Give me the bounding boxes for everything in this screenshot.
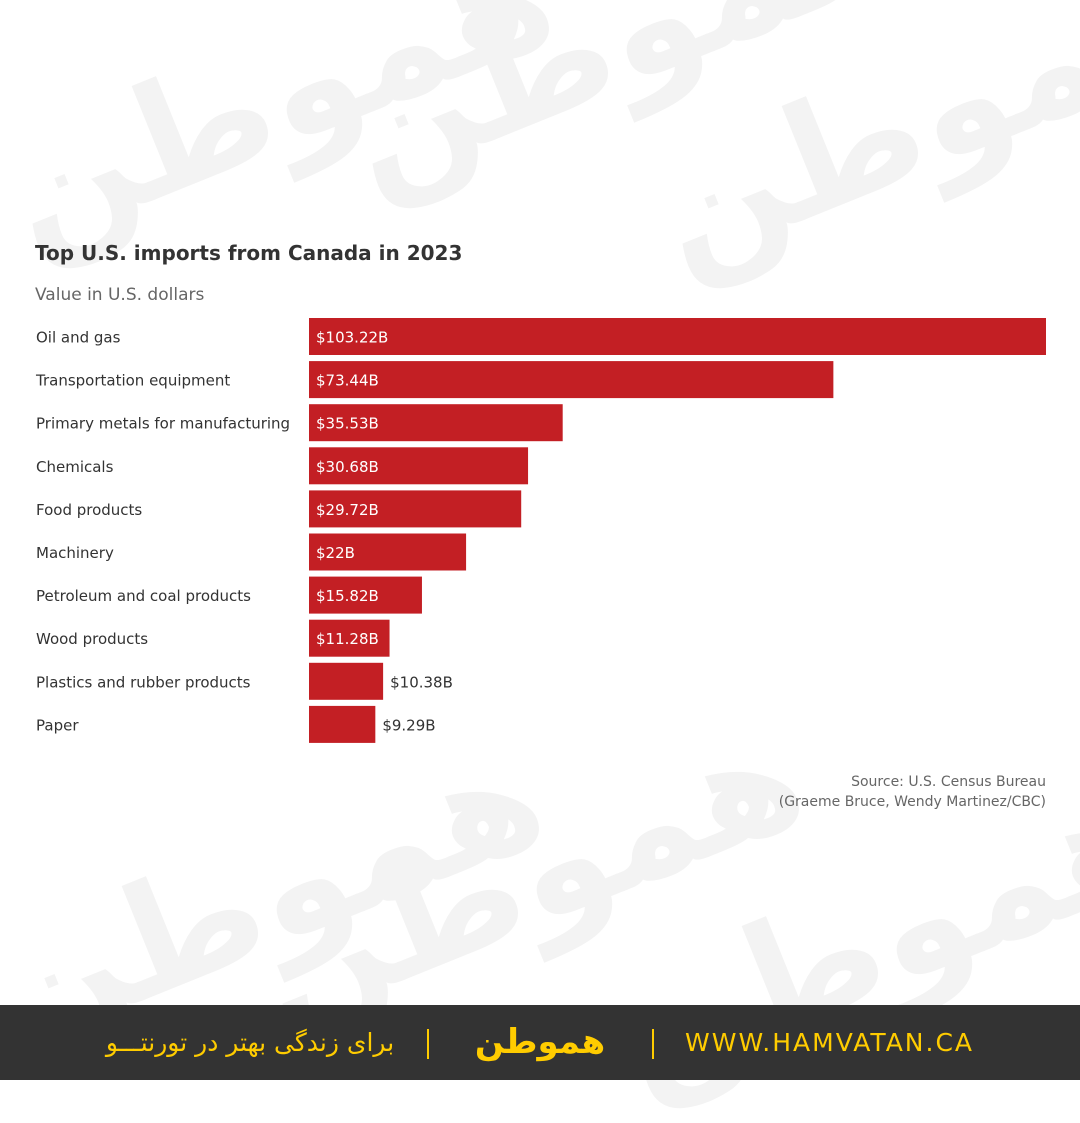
bar: [309, 447, 529, 485]
category-label: Chemicals: [36, 458, 114, 476]
value-label: $15.82B: [316, 587, 379, 605]
footer-banner: برای زندگی بهتر در تورنتـــو هموطن WWW.H…: [0, 1005, 1080, 1080]
category-label: Petroleum and coal products: [36, 587, 251, 605]
value-label: $30.68B: [316, 458, 379, 476]
bar: [309, 705, 376, 743]
value-label: $103.22B: [316, 329, 388, 347]
category-label: Paper: [36, 716, 79, 734]
category-label: Primary metals for manufacturing: [36, 415, 290, 433]
source-line-1: Source: U.S. Census Bureau: [851, 774, 1046, 790]
bar-chart: Top U.S. imports from Canada in 2023 Val…: [35, 241, 1046, 810]
chart-title: Top U.S. imports from Canada in 2023: [35, 241, 462, 265]
bar: [309, 361, 834, 399]
bar: [309, 662, 384, 700]
footer-url-link[interactable]: WWW.HAMVATAN.CA: [685, 1028, 975, 1057]
value-label: $73.44B: [316, 372, 379, 390]
category-label: Machinery: [36, 544, 114, 562]
footer-logo: هموطن: [474, 1022, 606, 1062]
footer-tagline: برای زندگی بهتر در تورنتـــو: [105, 1028, 395, 1057]
bar: [309, 533, 467, 571]
bar: [309, 318, 1046, 355]
category-label: Food products: [36, 501, 142, 519]
value-label: $9.29B: [382, 716, 435, 734]
value-label: $10.38B: [390, 673, 453, 691]
category-label: Oil and gas: [36, 329, 121, 347]
source-line-2: (Graeme Bruce, Wendy Martinez/CBC): [779, 794, 1046, 810]
footer-divider: [652, 1029, 654, 1059]
value-label: $11.28B: [316, 630, 379, 648]
category-label: Wood products: [36, 630, 148, 648]
bar: [309, 404, 563, 442]
value-label: $29.72B: [316, 501, 379, 519]
category-label: Transportation equipment: [35, 372, 230, 390]
bar: [309, 576, 422, 614]
value-label: $35.53B: [316, 415, 379, 433]
bar: [309, 619, 390, 657]
chart-subtitle: Value in U.S. dollars: [35, 285, 204, 305]
footer-divider: [427, 1029, 429, 1059]
value-label: $22B: [316, 544, 355, 562]
bars-group: Oil and gas $103.22B Transportation equipm…: [35, 318, 1046, 743]
bar: [309, 490, 522, 528]
category-label: Plastics and rubber products: [36, 673, 251, 691]
